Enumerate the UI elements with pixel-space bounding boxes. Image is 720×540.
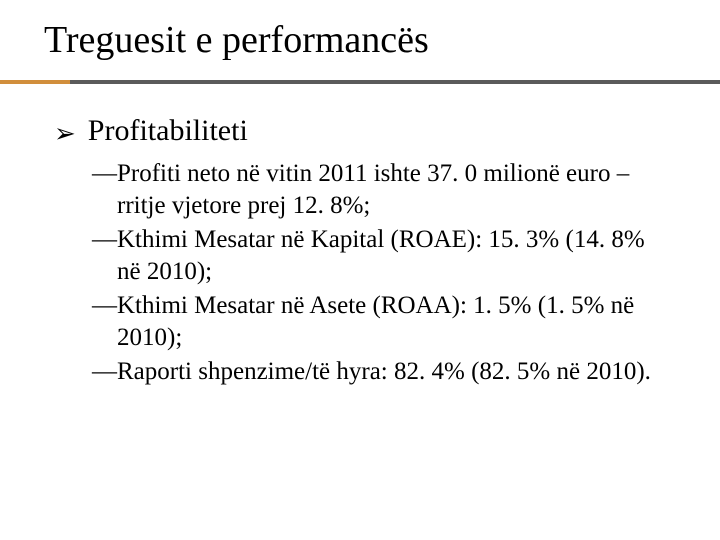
arrow-bullet-icon: ➢ [54,121,76,147]
dash-icon: ― [92,290,117,322]
dash-icon: ― [92,356,117,388]
dash-icon: ― [92,224,117,256]
bullet-label: Profitabiliteti [88,114,248,148]
title-underline [0,80,720,84]
list-item-text: Kthimi Mesatar në Kapital (ROAE): 15. 3%… [117,224,666,288]
list-item-text: Profiti neto në vitin 2011 ishte 37. 0 m… [117,158,666,222]
dash-icon: ― [92,158,117,190]
list-item-text: Raporti shpenzime/të hyra: 82. 4% (82. 5… [117,356,666,388]
list-item: ― Raporti shpenzime/të hyra: 82. 4% (82.… [92,356,666,388]
list-item: ― Profiti neto në vitin 2011 ishte 37. 0… [92,158,666,222]
list-item-text: Kthimi Mesatar në Asete (ROAA): 1. 5% (1… [117,290,666,354]
bullet-item: ➢ Profitabiliteti [54,114,676,148]
list-item: ― Kthimi Mesatar në Kapital (ROAE): 15. … [92,224,666,288]
content-area: ➢ Profitabiliteti ― Profiti neto në viti… [0,84,720,388]
slide: Treguesit e performancës ➢ Profitabilite… [0,0,720,540]
list-item: ― Kthimi Mesatar në Asete (ROAA): 1. 5% … [92,290,666,354]
underline-accent [0,80,70,84]
underline-main [70,80,720,84]
sub-list: ― Profiti neto në vitin 2011 ishte 37. 0… [54,158,676,388]
slide-title: Treguesit e performancës [0,18,720,80]
